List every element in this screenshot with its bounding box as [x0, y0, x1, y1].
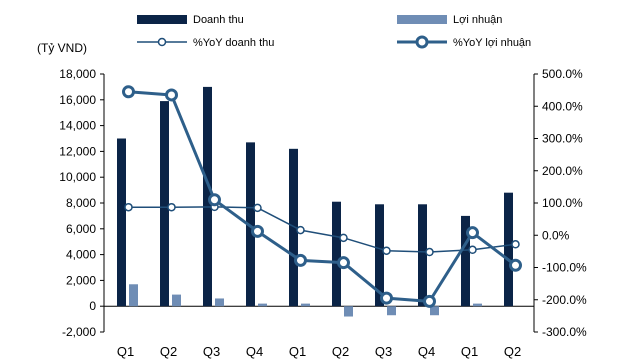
point-yoy-doanh-thu — [253, 203, 262, 213]
y-right-tick-label: 400.0% — [542, 99, 583, 113]
point-yoy-loi-nhuan — [380, 291, 393, 305]
bar-loi-nhuan — [473, 303, 482, 307]
y-right-tick-label: 500.0% — [542, 67, 583, 81]
y-left-tick-label: 4,000 — [66, 248, 96, 262]
x-category-label: Q3 — [375, 344, 392, 359]
bar-doanh-thu — [246, 142, 255, 307]
point-yoy-doanh-thu — [296, 225, 305, 235]
line-yoy-loi-nhuan — [128, 90, 517, 303]
bar-doanh-thu — [289, 148, 298, 307]
y-right-tick-label: 200.0% — [542, 164, 583, 178]
bar-loi-nhuan — [430, 306, 439, 316]
y-right-tick-label: 300.0% — [542, 132, 583, 146]
y-left-tick-label: 10,000 — [59, 170, 96, 184]
x-category-label: Q1 — [117, 344, 134, 359]
x-category-label: Q2 — [504, 344, 521, 359]
point-yoy-doanh-thu — [511, 240, 520, 249]
point-yoy-doanh-thu — [468, 245, 477, 255]
x-category-label: Q1 — [289, 344, 306, 359]
y-left-tick-label: 6,000 — [66, 222, 96, 236]
y-left-tick-label: 16,000 — [59, 93, 96, 107]
plot-area: 18,000 16,000 14,000 12,000 10,000 8,000 6,000… — [59, 67, 587, 359]
bar-loi-nhuan — [387, 306, 396, 316]
bar-doanh-thu — [418, 204, 427, 307]
bar-doanh-thu — [203, 86, 212, 307]
point-yoy-loi-nhuan — [122, 85, 135, 99]
point-yoy-doanh-thu — [382, 246, 391, 255]
line-yoy-doanh-thu — [128, 206, 516, 253]
point-yoy-loi-nhuan — [466, 226, 479, 240]
y-right-tick-label: -100.0% — [542, 261, 587, 275]
point-yoy-doanh-thu — [124, 202, 133, 212]
point-yoy-loi-nhuan — [208, 193, 221, 207]
point-yoy-loi-nhuan — [337, 256, 350, 270]
x-category-label: Q3 — [203, 344, 220, 359]
x-category-label: Q4 — [418, 344, 435, 359]
point-yoy-loi-nhuan — [509, 258, 522, 272]
y-right-tick-label: 100.0% — [542, 196, 583, 210]
y-unit-label: (Tỷ VND) — [37, 41, 87, 55]
legend: Doanh thu Lợi nhuận %YoY doanh thu %YoY … — [137, 14, 531, 49]
point-yoy-loi-nhuan — [165, 88, 178, 102]
point-yoy-loi-nhuan — [423, 294, 436, 308]
y-left-tick-label: 0 — [89, 299, 96, 313]
y-left-tick-label: 18,000 — [59, 67, 96, 81]
y-left-tick-label: 14,000 — [59, 119, 96, 133]
legend-label-doanh-thu: Doanh thu — [193, 14, 244, 26]
legend-swatch-loi-nhuan — [397, 15, 447, 24]
x-category-label: Q2 — [332, 344, 349, 359]
bar-loi-nhuan — [344, 306, 353, 317]
x-category-label: Q1 — [461, 344, 478, 359]
y-right-tick-label: 0.0% — [542, 228, 570, 242]
y-left-tick-label: -2,000 — [62, 325, 96, 339]
point-yoy-doanh-thu — [425, 247, 434, 257]
legend-swatch-doanh-thu — [137, 15, 187, 24]
x-category-label: Q2 — [160, 344, 177, 359]
bar-doanh-thu — [461, 215, 470, 307]
x-category-label: Q4 — [246, 344, 263, 359]
point-yoy-doanh-thu — [339, 233, 348, 243]
bar-loi-nhuan — [215, 298, 224, 307]
legend-label-yoy-loi-nhuan: %YoY lợi nhuận — [453, 37, 531, 49]
bar-doanh-thu — [332, 201, 341, 307]
y-right-tick-label: -200.0% — [542, 293, 587, 307]
legend-label-loi-nhuan: Lợi nhuận — [453, 14, 502, 26]
bar-loi-nhuan — [129, 284, 138, 307]
legend-label-yoy-doanh-thu: %YoY doanh thu — [193, 37, 274, 49]
legend-marker-yoy-loi-nhuan — [415, 35, 429, 49]
point-yoy-loi-nhuan — [294, 253, 307, 267]
bar-loi-nhuan — [301, 303, 310, 307]
bar-loi-nhuan — [172, 294, 181, 307]
bar-loi-nhuan — [258, 303, 267, 307]
bar-doanh-thu — [160, 101, 169, 307]
bar-doanh-thu — [375, 204, 384, 307]
y-right-tick-label: -300.0% — [542, 325, 587, 339]
legend-marker-yoy-doanh-thu — [157, 37, 167, 47]
y-left-tick-label: 8,000 — [66, 196, 96, 210]
y-left-tick-label: 12,000 — [59, 144, 96, 158]
point-yoy-loi-nhuan — [251, 224, 264, 238]
bar-doanh-thu — [504, 192, 513, 307]
y-left-tick-label: 2,000 — [66, 273, 96, 287]
bar-doanh-thu — [117, 138, 126, 307]
point-yoy-doanh-thu — [167, 202, 176, 212]
